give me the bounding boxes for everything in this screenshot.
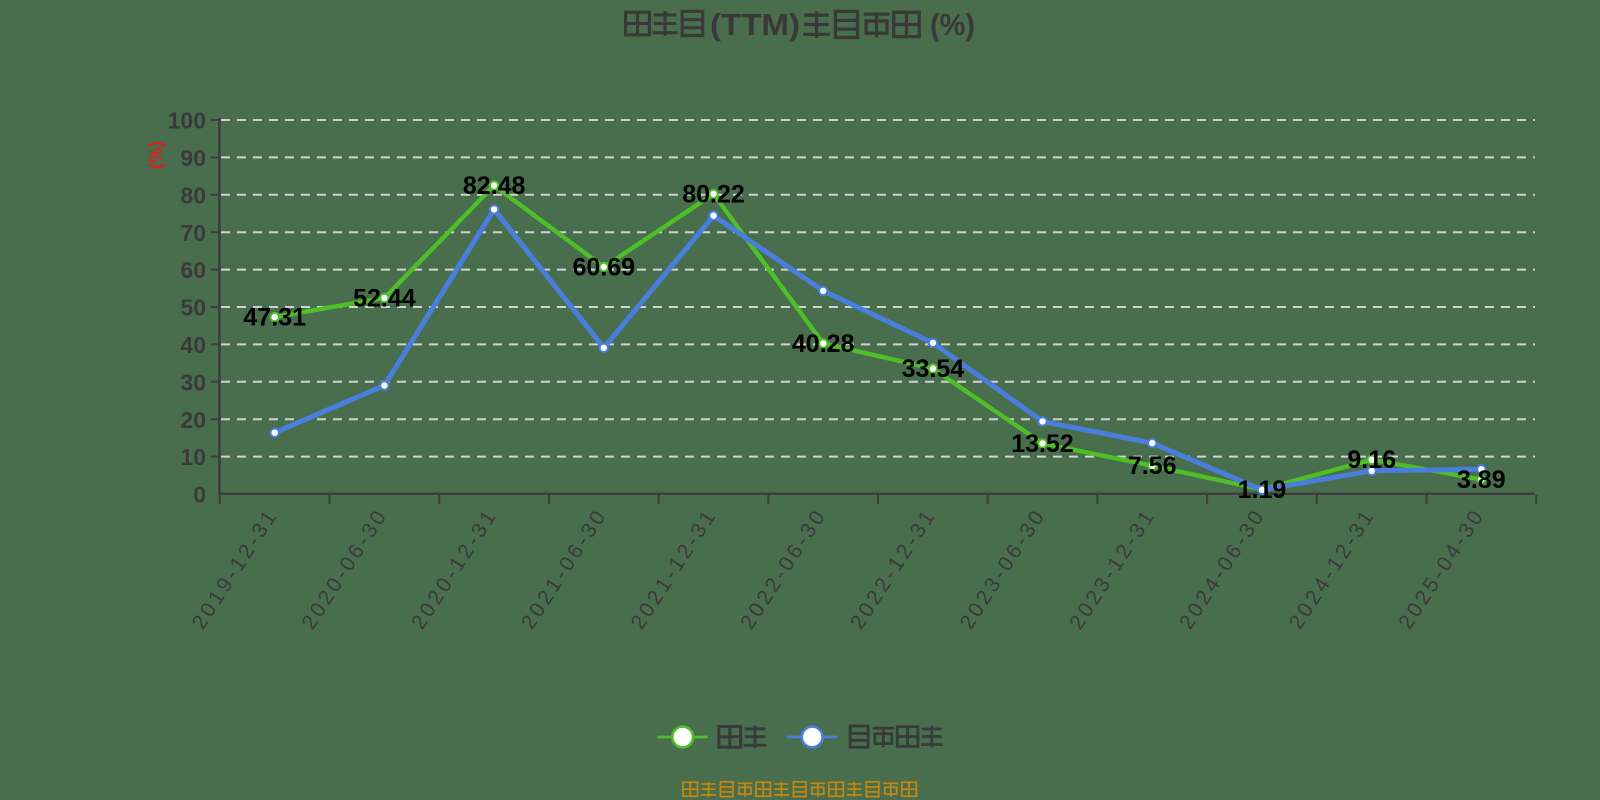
svg-text:3.89: 3.89 xyxy=(1457,466,1506,494)
svg-text:10: 10 xyxy=(180,444,206,470)
svg-text:40: 40 xyxy=(180,332,206,358)
svg-text:100: 100 xyxy=(168,108,206,134)
svg-text:50: 50 xyxy=(180,295,206,321)
svg-text:70: 70 xyxy=(180,220,206,246)
svg-text:60: 60 xyxy=(180,257,206,283)
svg-text:1.19: 1.19 xyxy=(1238,476,1287,504)
svg-text:90: 90 xyxy=(180,145,206,171)
svg-text:60.69: 60.69 xyxy=(573,254,636,282)
svg-text:(TTM): (TTM) xyxy=(710,7,800,42)
svg-text:30: 30 xyxy=(180,369,206,395)
svg-text:7.56: 7.56 xyxy=(1128,452,1177,480)
svg-text:33.54: 33.54 xyxy=(902,355,965,383)
svg-text:80: 80 xyxy=(180,182,206,208)
svg-text:82.48: 82.48 xyxy=(463,172,526,200)
svg-text:(%): (%) xyxy=(146,141,166,169)
svg-text:47.31: 47.31 xyxy=(243,304,306,332)
svg-text:40.28: 40.28 xyxy=(792,330,855,358)
svg-text:9.16: 9.16 xyxy=(1347,446,1396,474)
svg-text:80.22: 80.22 xyxy=(682,181,745,209)
svg-text:20: 20 xyxy=(180,407,206,433)
svg-text:0: 0 xyxy=(193,482,206,508)
svg-text:52.44: 52.44 xyxy=(353,284,416,312)
svg-text:(%): (%) xyxy=(930,7,975,42)
svg-text:13.52: 13.52 xyxy=(1011,430,1074,458)
